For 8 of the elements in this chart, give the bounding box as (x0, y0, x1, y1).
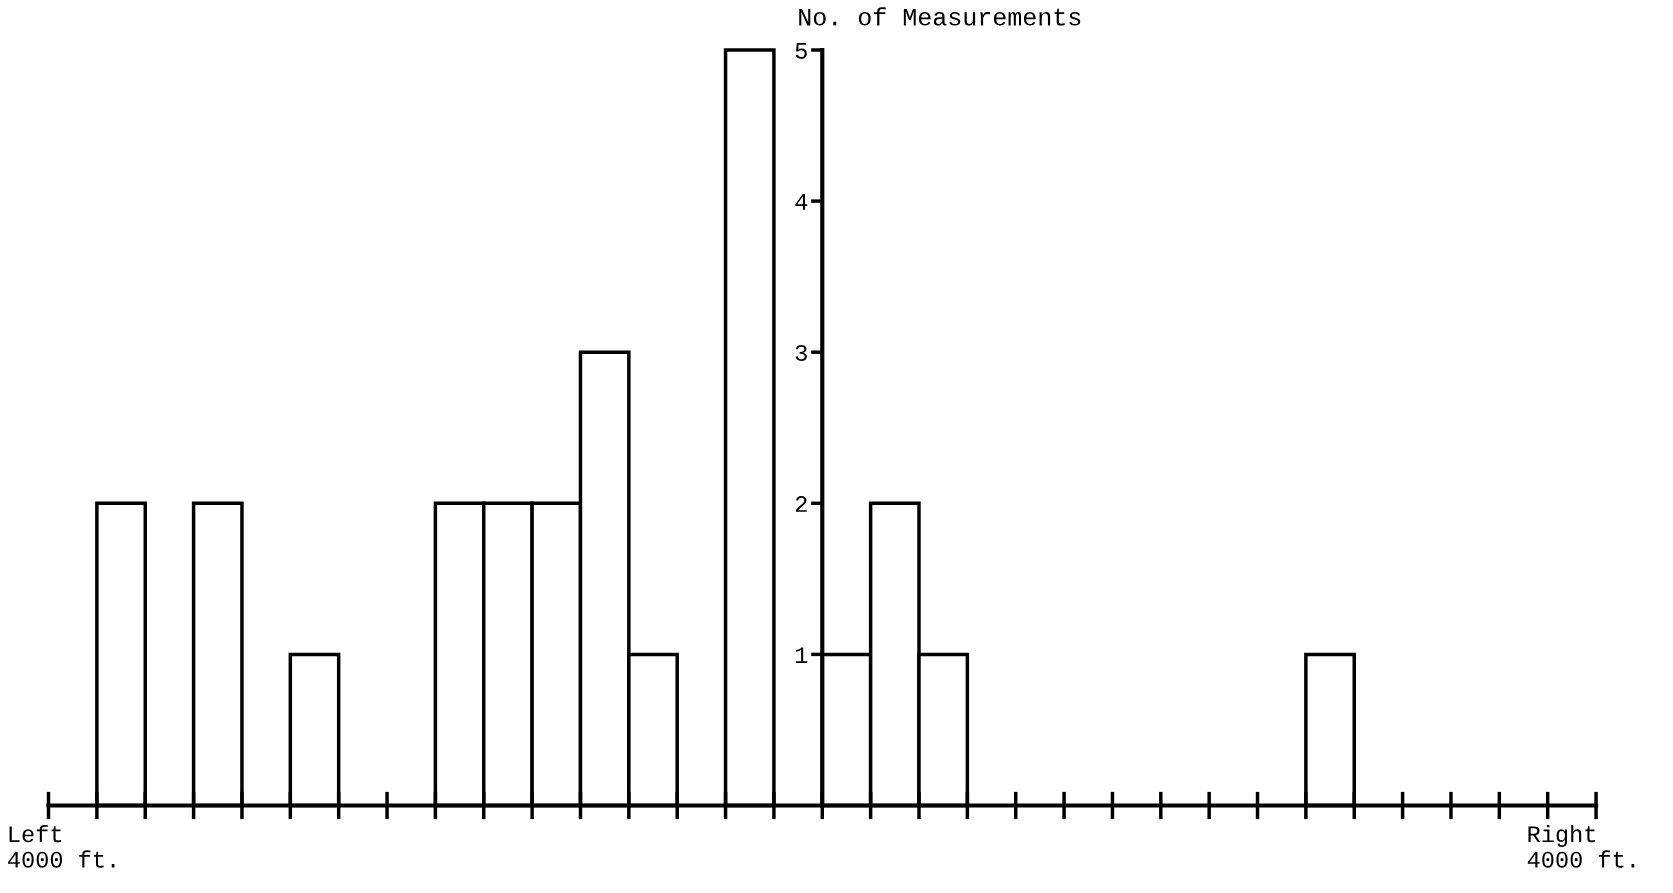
y-tick-label: 3 (795, 344, 807, 361)
y-tick-label: 2 (795, 496, 807, 512)
y-tick-label: 4 (795, 194, 808, 210)
y-tick-label: 5 (795, 43, 807, 59)
text: Right 4000 ft. (1527, 824, 1635, 868)
y-tick-label: 1 (795, 647, 808, 663)
y-axis-title: No. of Measurements (799, 7, 1081, 26)
text: Left 4000 ft. (8, 824, 115, 868)
